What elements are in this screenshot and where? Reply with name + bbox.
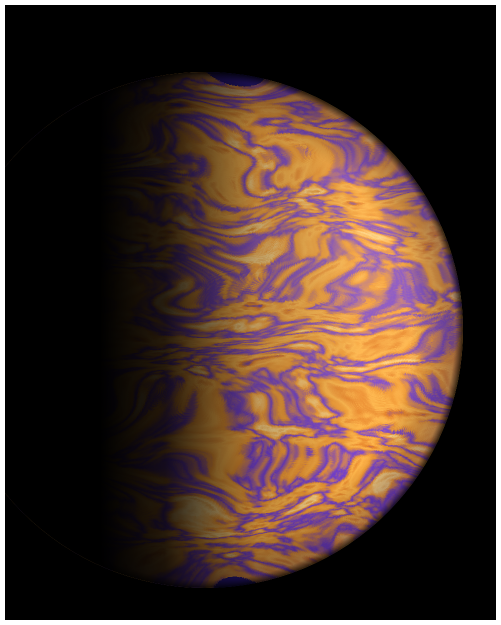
border-right (496, 0, 501, 625)
border-left (0, 0, 5, 625)
border-top (0, 0, 501, 5)
planet (0, 72, 463, 588)
planet-shadow (0, 72, 463, 588)
border-bottom (0, 620, 501, 625)
